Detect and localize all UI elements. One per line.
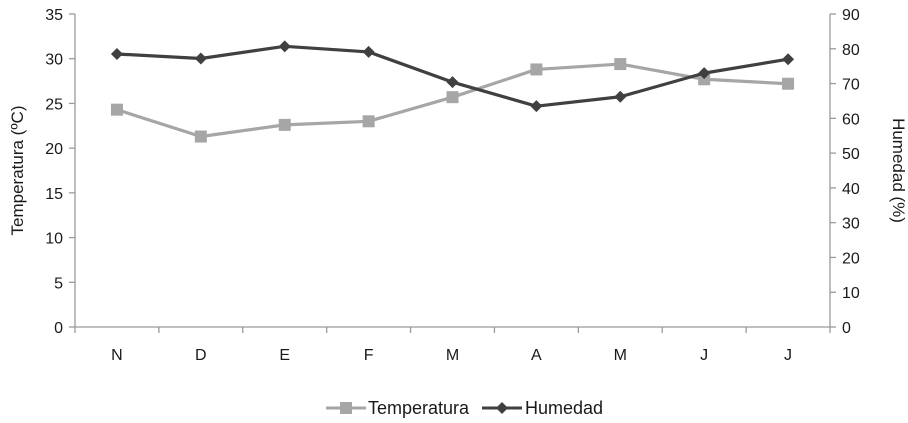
right-tick-label: 80: [842, 42, 860, 59]
legend-label-humedad: Humedad: [525, 398, 603, 418]
right-tick-label: 90: [842, 7, 860, 24]
legend-label-temperatura: Temperatura: [368, 398, 470, 418]
data-point-humedad: [194, 52, 207, 65]
right-tick-label: 20: [842, 250, 860, 267]
chart-axes: [74, 14, 831, 328]
left-tick-label: 15: [45, 186, 63, 203]
left-tick-label: 30: [45, 52, 63, 69]
left-tick-label: 0: [54, 320, 63, 337]
x-tick-label: A: [531, 347, 542, 364]
left-tick-label: 5: [54, 275, 63, 292]
x-tick-label: M: [614, 347, 627, 364]
data-point-temperatura: [614, 58, 627, 71]
series-layer: [110, 40, 795, 143]
right-tick-label: 70: [842, 77, 860, 94]
left-tick-label: 25: [45, 96, 63, 113]
legend-item-humedad: Humedad: [482, 398, 603, 418]
x-tick-label: D: [195, 347, 207, 364]
data-point-humedad: [614, 90, 627, 103]
data-point-temperatura: [194, 130, 207, 143]
legend: Temperatura Humedad: [326, 398, 603, 418]
right-axis-ticks: 0 10 20 30 40 50 60 70 80 90: [830, 7, 860, 337]
right-axis-title: Humedad (%): [889, 118, 908, 223]
data-point-humedad: [278, 40, 291, 53]
data-point-humedad: [698, 67, 711, 80]
left-tick-label: 20: [45, 141, 63, 158]
series-temperatura: [110, 58, 795, 143]
legend-marker-humedad: [496, 402, 508, 414]
data-point-humedad: [782, 53, 795, 66]
data-point-temperatura: [110, 103, 123, 116]
right-tick-label: 60: [842, 111, 860, 128]
data-point-humedad: [362, 45, 375, 58]
right-tick-label: 10: [842, 285, 860, 302]
right-tick-label: 30: [842, 216, 860, 233]
legend-marker-temperatura: [340, 402, 352, 414]
series-humedad: [110, 40, 795, 113]
data-point-temperatura: [278, 118, 291, 131]
left-tick-label: 10: [45, 231, 63, 248]
x-tick-label: J: [784, 347, 792, 364]
x-tick-label: N: [111, 347, 123, 364]
data-point-temperatura: [362, 115, 375, 128]
legend-item-temperatura: Temperatura: [326, 398, 470, 418]
data-point-temperatura: [782, 77, 795, 90]
left-axis-title: Temperatura (ºC): [8, 106, 27, 236]
data-point-temperatura: [446, 91, 459, 104]
left-axis-ticks: 0 5 10 15 20 25 30 35: [45, 7, 75, 337]
right-tick-label: 40: [842, 181, 860, 198]
right-tick-label: 50: [842, 146, 860, 163]
data-point-temperatura: [698, 73, 711, 86]
right-tick-label: 0: [842, 320, 851, 337]
x-tick-label: E: [279, 347, 290, 364]
x-tick-label: M: [446, 347, 459, 364]
data-point-humedad: [446, 76, 459, 89]
data-point-temperatura: [530, 63, 543, 76]
x-tick-label: J: [700, 347, 708, 364]
data-point-humedad: [110, 47, 123, 60]
left-tick-label: 35: [45, 7, 63, 24]
data-point-humedad: [530, 100, 543, 113]
x-tick-label: F: [364, 347, 374, 364]
